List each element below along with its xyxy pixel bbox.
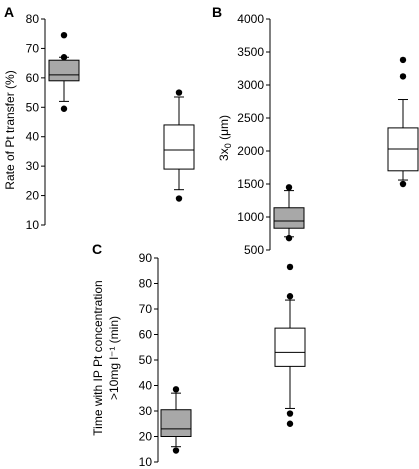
box-outlier-point — [286, 293, 294, 300]
box-outlier-point — [60, 105, 68, 112]
box-iqr — [163, 124, 195, 170]
panel-a-y-tick-label: 70 — [26, 41, 40, 55]
panel-b-y-tick-label: 2500 — [237, 111, 264, 125]
panel-b-y-tick-label: 500 — [244, 243, 264, 257]
panel-a: A Rate of Pt transfer (%) 10 20 30 40 50 60 70… — [3, 4, 195, 232]
panel-b-y-tick-label: 1000 — [237, 210, 264, 224]
box-outlier-point — [175, 195, 183, 202]
box-outlier-point — [60, 54, 68, 61]
box-outlier-point — [60, 31, 68, 39]
panel-b: B 3x0 (μm) 500 1000 1500 2000 2500 3000 3500 40… — [212, 4, 419, 257]
panel-a-box-1 — [48, 31, 80, 112]
panel-a-boxes — [48, 31, 195, 202]
panel-a-y-tick-label: 80 — [26, 12, 40, 26]
panel-b-y-tick-label: 3000 — [237, 78, 264, 92]
box-outlier-point — [175, 89, 183, 96]
box-iqr — [273, 207, 305, 229]
panel-c-y-tick-label: 90 — [139, 251, 153, 265]
box-outlier-point — [285, 184, 293, 191]
panel-a-y-tick-label: 30 — [26, 159, 40, 173]
panel-a-y-tick-label: 10 — [26, 218, 40, 232]
panel-c-boxes — [160, 263, 306, 454]
panel-b-boxes — [273, 56, 419, 242]
panel-a-y-tick-label: 60 — [26, 71, 40, 85]
panel-a-y-tick-label: 50 — [26, 100, 40, 114]
box-outlier-point — [172, 386, 180, 393]
panel-b-y-label-unit: (μm) — [217, 115, 231, 143]
panel-c-y-ticks: 10 20 30 40 50 60 70 80 90 — [139, 251, 158, 469]
panel-c-y-tick-label: 30 — [139, 404, 153, 418]
panel-a-y-axis-label: Rate of Pt transfer (%) — [3, 70, 17, 189]
box-outlier-point — [399, 56, 407, 64]
box-iqr — [160, 409, 192, 438]
panel-c-y-tick-label: 50 — [139, 353, 153, 367]
panel-b-y-ticks: 500 1000 1500 2000 2500 3000 3500 4000 — [237, 12, 270, 257]
panel-c-y-tick-label: 70 — [139, 302, 153, 316]
panel-a-y-tick-label: 40 — [26, 130, 40, 144]
panel-letter-c: C — [92, 241, 102, 257]
panel-c-y-tick-label: 40 — [139, 379, 153, 393]
box-outlier-point — [285, 234, 293, 242]
box-outlier-point — [286, 263, 294, 271]
box-iqr — [48, 59, 80, 82]
panel-c: C Time with IP Pt concentration >10mg l⁻… — [91, 241, 306, 469]
panel-b-y-axis-label: 3x0 (μm) — [217, 115, 233, 161]
box-outlier-point — [399, 180, 407, 188]
box-iqr — [274, 327, 306, 367]
panel-c-y-axis-label-line2: >10mg l⁻¹ (min) — [107, 316, 121, 400]
panel-b-y-label-3x: 3x — [217, 148, 231, 161]
panel-a-y-tick-label: 20 — [26, 189, 40, 203]
box-outlier-point — [286, 410, 294, 417]
box-outlier-point — [399, 73, 407, 80]
panel-c-box-2 — [274, 263, 306, 427]
panel-b-box-1 — [273, 184, 305, 242]
box-outlier-point — [172, 447, 180, 454]
panel-b-box-2 — [387, 56, 419, 188]
panel-letter-a: A — [4, 4, 14, 20]
panel-b-y-tick-label: 1500 — [237, 177, 264, 191]
panel-c-y-tick-label: 20 — [139, 430, 153, 444]
panel-b-y-tick-label: 4000 — [237, 12, 264, 26]
panel-c-y-tick-label: 10 — [139, 455, 153, 469]
panel-b-y-tick-label: 2000 — [237, 144, 264, 158]
panel-c-box-1 — [160, 386, 192, 454]
panel-c-y-axis-label-line1: Time with IP Pt concentration — [91, 280, 105, 435]
box-outlier-point — [286, 420, 294, 427]
panel-c-y-tick-label: 80 — [139, 277, 153, 291]
panel-letter-b: B — [212, 4, 222, 20]
panel-b-y-tick-label: 3500 — [237, 45, 264, 59]
panel-c-y-tick-label: 60 — [139, 328, 153, 342]
panel-b-y-label-subscript: 0 — [223, 143, 233, 148]
panel-a-y-ticks: 10 20 30 40 50 60 70 80 — [26, 12, 45, 232]
panel-a-box-2 — [163, 89, 195, 202]
